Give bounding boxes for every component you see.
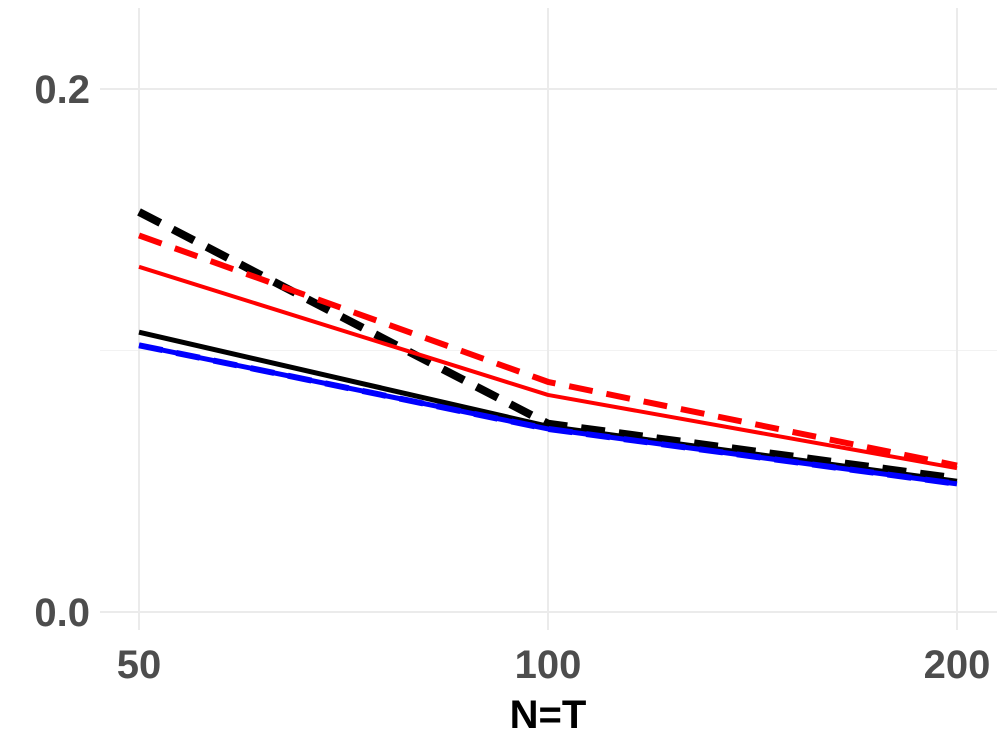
series-line-4	[137, 232, 958, 469]
y-tick-labels: 0.0 0.2	[34, 68, 90, 635]
series-lines	[137, 208, 958, 487]
series-line-2	[137, 208, 958, 483]
series-line-6	[138, 342, 958, 487]
x-axis-title: N=T	[510, 693, 587, 737]
x-tick-label: 200	[924, 643, 991, 687]
y-tick-label: 0.2	[34, 68, 90, 112]
x-tick-labels: 50 100 200	[117, 643, 991, 687]
x-tick-label: 50	[117, 643, 162, 687]
x-tick-label: 100	[515, 643, 582, 687]
series-line-3	[138, 264, 958, 471]
y-tick-label: 0.0	[34, 591, 90, 635]
gridlines	[100, 8, 997, 630]
